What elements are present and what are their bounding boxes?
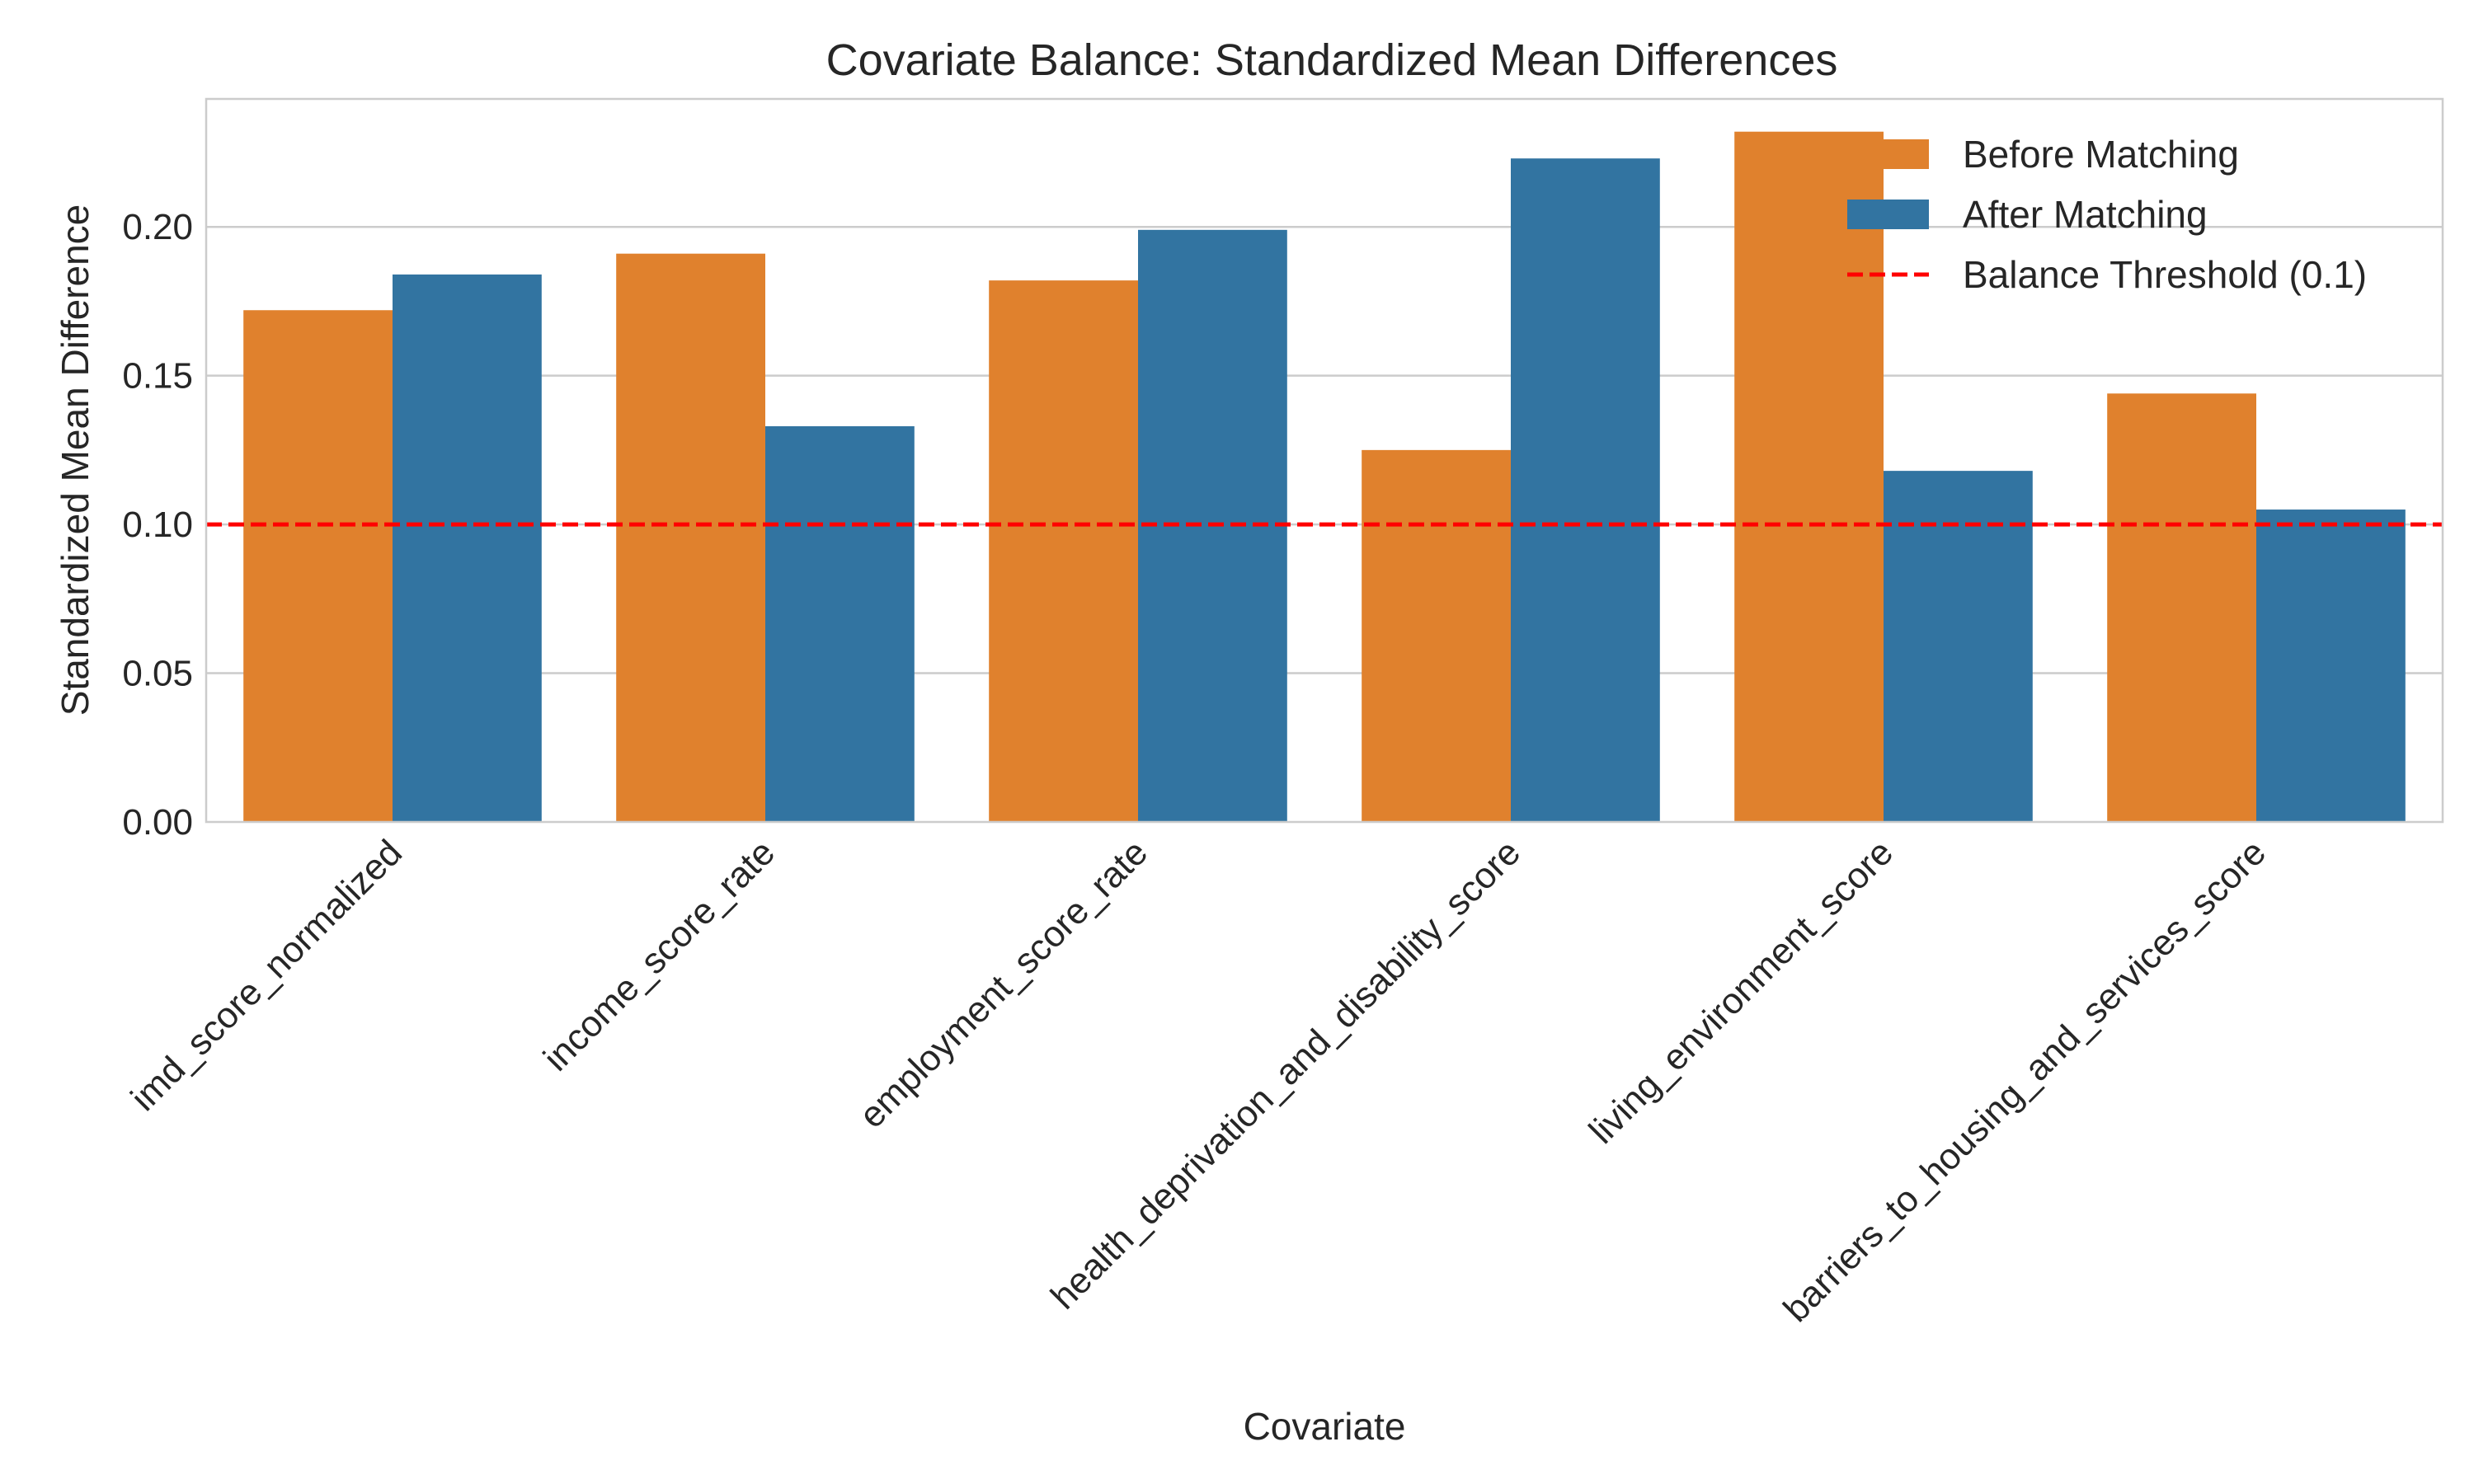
y-tick-label: 0.20 [122, 207, 193, 247]
bar-before-matching-imd-score-normalized [243, 310, 393, 822]
y-tick-label: 0.10 [122, 505, 193, 545]
x-axis-label: Covariate [1244, 1405, 1406, 1448]
legend-label: After Matching [1963, 193, 2208, 236]
bar-before-matching-income-score-rate [616, 253, 765, 822]
legend-swatch-before-matching [1847, 139, 1929, 169]
bar-after-matching-income-score-rate [765, 425, 915, 822]
y-tick-label: 0.05 [122, 654, 193, 694]
bar-after-matching-living-environment-score [1884, 471, 2033, 822]
legend-label: Before Matching [1963, 133, 2239, 176]
bar-before-matching-employment-score-rate [989, 280, 1138, 823]
bar-before-matching-barriers-to-housing-and-services-score [2107, 393, 2256, 823]
x-tick-labels: imd_score_normalized income_score_rate emp… [123, 832, 2274, 1330]
bar-after-matching-imd-score-normalized [393, 274, 542, 822]
bar-before-matching-health-deprivation-and-disability-score [1362, 449, 1511, 822]
bars [243, 131, 2406, 823]
y-tick-label: 0.15 [122, 356, 193, 397]
bar-after-matching-barriers-to-housing-and-services-score [2256, 510, 2406, 822]
bar-after-matching-health-deprivation-and-disability-score [1511, 158, 1660, 822]
x-tick-label: living_environment_score [1582, 832, 1901, 1151]
x-tick-label: imd_score_normalized [123, 832, 410, 1119]
legend: Before Matching After Matching Balance Thr… [1847, 133, 2367, 296]
x-tick-label: income_score_rate [536, 832, 783, 1078]
chart-title: Covariate Balance: Standardized Mean Dif… [826, 35, 1838, 85]
y-tick-labels: 0.00 0.05 0.10 0.15 0.20 [122, 207, 193, 843]
y-axis-label: Standardized Mean Difference [54, 204, 96, 716]
x-tick-label: health_deprivation_and_disability_score [1043, 832, 1528, 1317]
plot-frame [205, 97, 2444, 824]
legend-swatch-after-matching [1847, 200, 1929, 229]
x-tick-label: employment_score_rate [852, 832, 1155, 1135]
bar-before-matching-living-environment-score [1734, 131, 1884, 822]
legend-label: Balance Threshold (0.1) [1963, 253, 2367, 296]
y-tick-label: 0.00 [122, 802, 193, 843]
